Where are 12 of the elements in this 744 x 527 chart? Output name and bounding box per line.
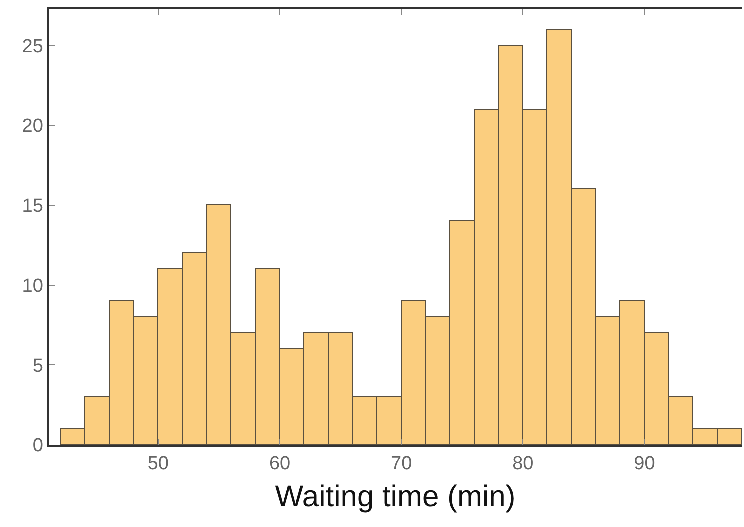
- y-tick-label: 15: [22, 196, 44, 218]
- x-axis-title: Waiting time (min): [275, 480, 516, 514]
- x-tick-label: 80: [512, 454, 534, 475]
- y-tick-label: 0: [32, 436, 44, 457]
- y-tick-label: 10: [22, 276, 44, 297]
- x-tick-label: 50: [148, 454, 169, 475]
- y-tick-label: 5: [32, 356, 44, 377]
- y-tick-label: 25: [22, 36, 44, 58]
- y-tick-label: 20: [22, 116, 44, 138]
- x-tick-label: 70: [391, 454, 412, 475]
- x-tick-label: 60: [269, 454, 291, 475]
- x-tick-label: 90: [634, 454, 656, 475]
